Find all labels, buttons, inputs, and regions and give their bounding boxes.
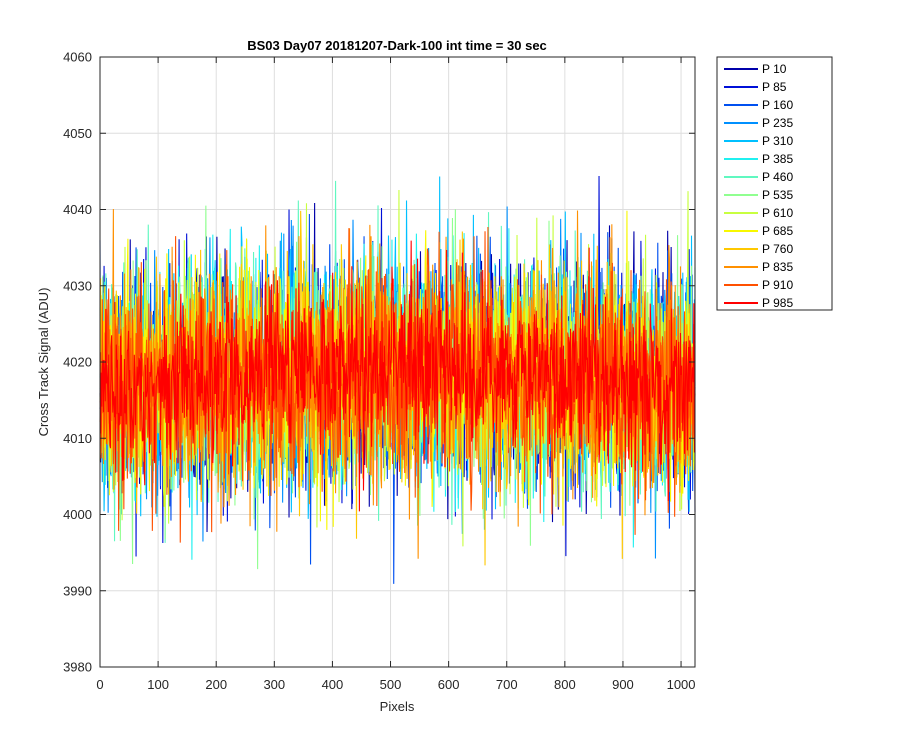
y-tick-label: 4030 [63, 278, 92, 293]
legend: P 10 P 85 P 160 P 235 P 310 P 385 P 460 P 535 P … [716, 56, 833, 311]
x-tick-label: 500 [380, 677, 402, 692]
y-tick-label: 4040 [63, 202, 92, 217]
x-tick-label: 900 [612, 677, 634, 692]
legend-label: P 385 [762, 152, 793, 166]
legend-label: P 685 [762, 224, 793, 238]
x-tick-label: 1000 [667, 677, 696, 692]
legend-label: P 760 [762, 242, 793, 256]
legend-label: P 910 [762, 278, 793, 292]
x-tick-label: 200 [205, 677, 227, 692]
x-axis-label: Pixels [380, 699, 415, 714]
y-tick-label: 4010 [63, 431, 92, 446]
y-tick-label: 4060 [63, 50, 92, 65]
x-tick-label: 700 [496, 677, 518, 692]
series-lines [99, 176, 696, 584]
legend-label: P 535 [762, 188, 793, 202]
chart-title: BS03 Day07 20181207-Dark-100 int time = … [247, 38, 547, 53]
x-tick-label: 100 [147, 677, 169, 692]
x-tick-label: 300 [263, 677, 285, 692]
legend-label: P 610 [762, 206, 793, 220]
legend-label: P 835 [762, 260, 793, 274]
legend-label: P 160 [762, 98, 793, 112]
x-axis-ticks: 0 100 200 300 400 500 600 700 800 900 1000 [96, 57, 696, 692]
y-tick-label: 3980 [63, 660, 92, 675]
x-tick-label: 600 [438, 677, 460, 692]
legend-label: P 235 [762, 116, 793, 130]
y-axis-ticks: 3980 3990 4000 4010 4020 4030 4040 4050 4060 [63, 50, 695, 675]
series-line [99, 240, 696, 512]
x-tick-label: 0 [96, 677, 103, 692]
y-axis-label: Cross Track Signal (ADU) [36, 288, 51, 437]
legend-label: P 310 [762, 134, 793, 148]
x-tick-label: 800 [554, 677, 576, 692]
legend-label: P 85 [762, 80, 787, 94]
legend-label: P 10 [762, 62, 787, 76]
legend-label: P 985 [762, 296, 793, 310]
y-tick-label: 3990 [63, 583, 92, 598]
x-tick-label: 400 [322, 677, 344, 692]
y-tick-label: 4050 [63, 126, 92, 141]
legend-label: P 460 [762, 170, 793, 184]
y-tick-label: 4020 [63, 355, 92, 370]
y-tick-label: 4000 [63, 507, 92, 522]
